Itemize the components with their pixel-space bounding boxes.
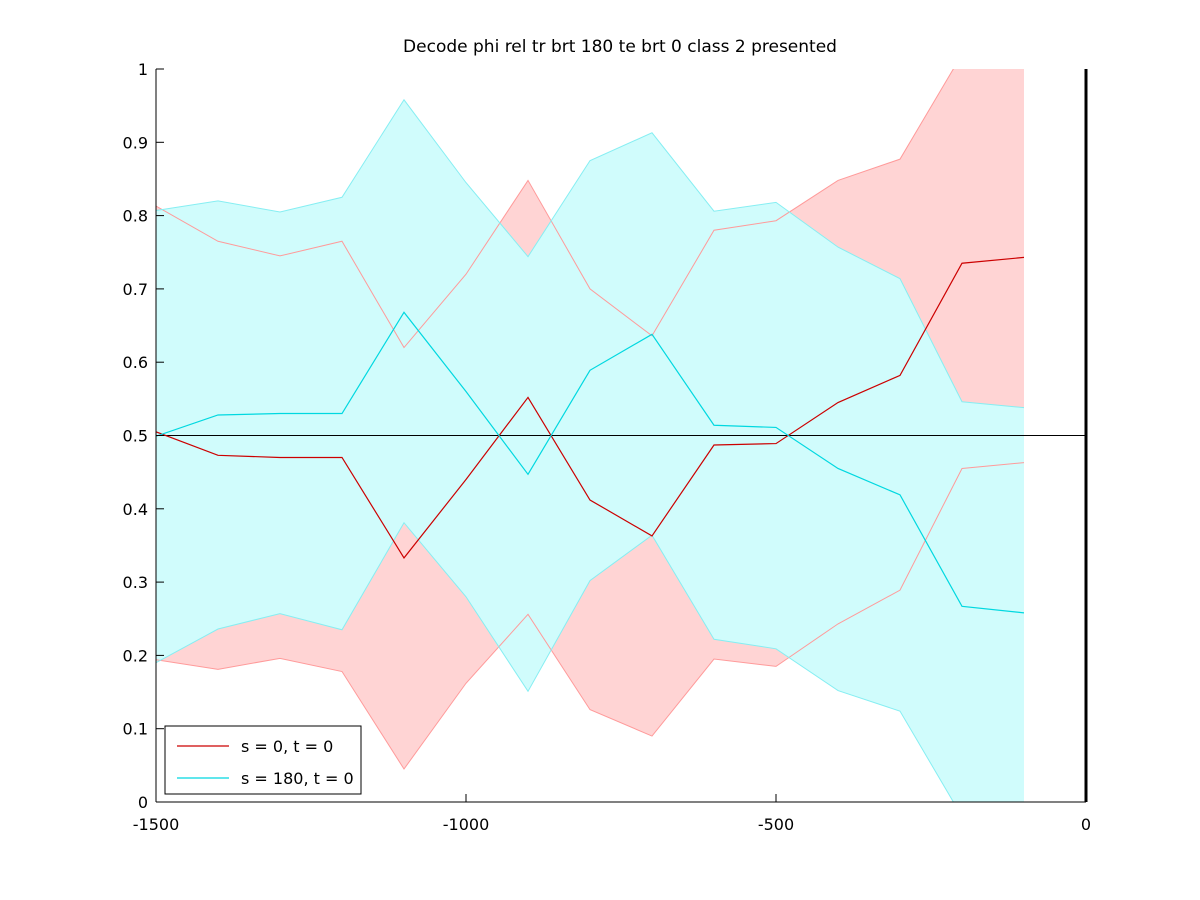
- y-tick-label: 0.7: [123, 280, 148, 299]
- reference-lines: [156, 69, 1088, 802]
- band-edge-lower-cyan: [156, 521, 954, 802]
- y-tick-label: 0.8: [123, 207, 148, 226]
- y-tick-label: 0.9: [123, 133, 148, 152]
- series-line-red: [156, 256, 1025, 559]
- chart-title: Decode phi rel tr brt 180 te brt 0 class…: [403, 37, 837, 57]
- band-edge-upper-red: [156, 69, 954, 349]
- legend-label: s = 0, t = 0: [241, 737, 333, 756]
- legend-box: [164, 725, 362, 795]
- band-cyan: [156, 99, 1024, 802]
- y-tick-label: 0: [138, 793, 148, 812]
- band-edge-upper-cyan: [156, 98, 1025, 409]
- x-tick-label: -1500: [133, 815, 180, 834]
- y-tick-label: 0.3: [123, 573, 148, 592]
- band-edge-lower-red: [156, 462, 1025, 770]
- legend: s = 0, t = 0 s = 180, t = 0: [164, 725, 362, 795]
- y-tick-label: 0.2: [123, 646, 148, 665]
- x-tick-label: -1000: [443, 815, 490, 834]
- y-tick-label: 0.5: [123, 427, 148, 446]
- x-tick-label: -500: [758, 815, 794, 834]
- y-tick-label: 1: [138, 60, 148, 79]
- y-tick-label: 0.6: [123, 353, 148, 372]
- ticks: 0 0.1 0.2 0.3 0.4 0.5 0.6 0.7 0.8 0.9 1 -1500 -1000 -…: [123, 60, 1092, 834]
- y-tick-label: 0.4: [123, 500, 148, 519]
- confidence-bands: [156, 69, 1024, 802]
- y-tick-label: 0.1: [123, 720, 148, 739]
- legend-label: s = 180, t = 0: [241, 769, 354, 788]
- series-line-cyan: [156, 311, 1025, 614]
- series-lines: [156, 69, 1025, 802]
- x-tick-label: 0: [1081, 815, 1091, 834]
